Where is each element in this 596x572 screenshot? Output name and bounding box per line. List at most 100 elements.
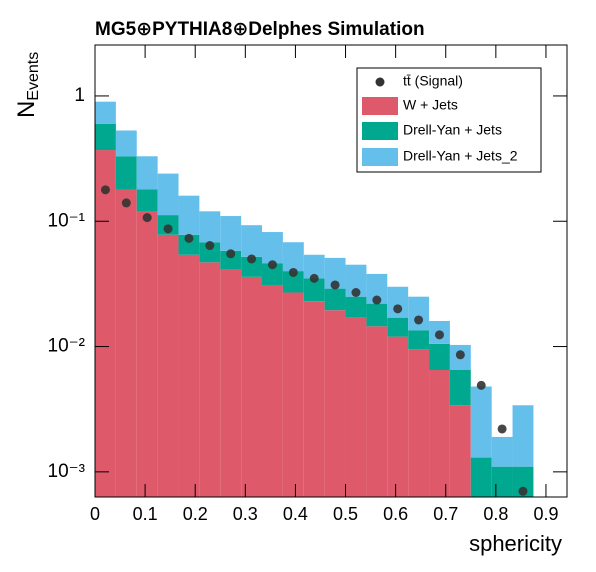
plot	[95, 101, 534, 498]
bar	[324, 310, 346, 497]
bar	[136, 211, 158, 498]
x-tick-label: 0.5	[333, 504, 358, 524]
legend-swatch	[362, 97, 398, 115]
bar	[303, 301, 325, 497]
x-tick-label: 0.3	[233, 504, 258, 524]
bar	[95, 150, 116, 497]
x-tick-label: 0.4	[283, 504, 308, 524]
bar	[324, 257, 346, 289]
bar	[157, 173, 179, 216]
signal-point	[288, 267, 298, 277]
bar	[157, 234, 179, 497]
bar	[408, 330, 430, 350]
signal-point	[434, 330, 444, 340]
bar	[199, 211, 221, 243]
signal-point	[455, 350, 465, 360]
bar	[199, 242, 221, 263]
legend-marker	[375, 77, 385, 87]
legend-label: Drell-Yan + Jets	[403, 122, 502, 138]
x-tick-label: 0.1	[133, 504, 158, 524]
y-tick-label: 1	[74, 85, 85, 106]
bar	[429, 343, 450, 370]
bar	[512, 466, 534, 497]
chart-title: MG5⊕PYTHIA8⊕Delphes Simulation	[95, 19, 425, 40]
legend-label: tt̄ (Signal)	[403, 73, 463, 89]
bar	[262, 284, 283, 497]
signal-point	[184, 233, 194, 243]
x-tick-label: 0.6	[383, 504, 408, 524]
bar	[282, 242, 304, 272]
bar	[220, 269, 242, 497]
bar	[95, 123, 116, 151]
signal-point	[163, 224, 173, 234]
signal-point	[205, 241, 215, 251]
bar	[178, 195, 200, 235]
x-tick-label: 0.9	[533, 504, 558, 524]
signal-point	[247, 254, 257, 264]
bar	[115, 130, 137, 157]
x-tick-label: 0.2	[183, 504, 208, 524]
bar	[241, 256, 263, 277]
y-tick-label: 10⁻¹	[48, 210, 86, 231]
bar	[136, 189, 158, 212]
bar	[178, 254, 200, 497]
signal-point	[518, 486, 528, 496]
bar	[429, 369, 450, 497]
signal-point	[142, 213, 152, 223]
signal-point	[351, 287, 361, 297]
frame	[94, 44, 568, 498]
bar	[303, 278, 325, 302]
bar	[408, 349, 430, 497]
y-axis-label-sub: Events	[25, 52, 42, 101]
bar	[136, 156, 158, 190]
x-tick-label: 0	[90, 504, 100, 524]
bar	[449, 405, 471, 497]
bar	[366, 326, 388, 497]
bar	[241, 225, 263, 257]
bar	[512, 405, 534, 467]
bar	[449, 369, 471, 406]
bar	[95, 101, 116, 124]
x-tick-label: 0.8	[483, 504, 508, 524]
bar	[387, 286, 409, 318]
bar	[262, 263, 283, 285]
bar	[282, 292, 304, 497]
signal-point	[393, 304, 403, 314]
bar	[387, 336, 409, 497]
bar	[470, 386, 492, 458]
bar	[303, 254, 325, 279]
bar	[262, 232, 283, 264]
bar	[491, 436, 513, 467]
bar	[115, 156, 137, 190]
bar	[470, 457, 492, 497]
x-tick-label: 0.7	[433, 504, 458, 524]
legend-label: Drell-Yan + Jets_2	[403, 148, 518, 164]
x-axis-label: sphericity	[469, 531, 562, 556]
bar	[220, 250, 242, 270]
signal-point	[100, 185, 110, 195]
bar	[366, 273, 388, 304]
y-tick-label: 10⁻²	[48, 336, 86, 357]
signal-point	[309, 273, 319, 283]
signal-point	[226, 249, 236, 259]
bar	[408, 296, 430, 331]
bar	[345, 317, 367, 497]
y-axis-label-main: N	[13, 101, 40, 118]
signal-point	[414, 315, 424, 325]
y-axis-label: NEvents	[13, 52, 42, 118]
bar	[115, 189, 137, 497]
legend-swatch	[362, 122, 398, 140]
bar	[282, 271, 304, 293]
bar	[220, 216, 242, 251]
signal-point	[330, 280, 340, 290]
legend-swatch	[362, 148, 398, 166]
signal-point	[372, 295, 382, 305]
signal-point	[121, 198, 131, 208]
signal-point	[267, 260, 277, 270]
bar	[387, 317, 409, 337]
bar	[199, 262, 221, 497]
bar	[241, 276, 263, 497]
legend-label: W + Jets	[403, 97, 458, 113]
signal-point	[497, 424, 507, 434]
